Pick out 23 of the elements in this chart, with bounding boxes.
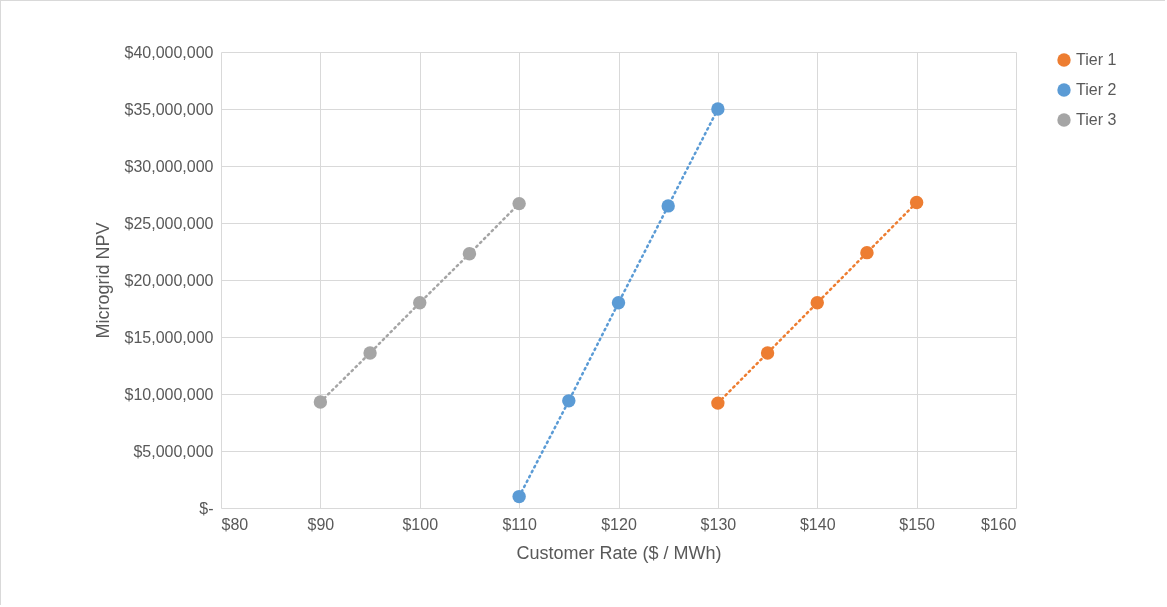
legend-label: Tier 1 — [1076, 51, 1117, 68]
x-tick-label: $160 — [980, 515, 1017, 533]
y-tick-label: $25,000,000 — [124, 214, 214, 232]
legend-label: Tier 2 — [1076, 81, 1117, 98]
x-tick-label: $80 — [221, 515, 249, 533]
legend-label: Tier 3 — [1076, 111, 1117, 128]
x-tick-label: $150 — [899, 515, 936, 533]
y-tick-label: $- — [199, 499, 214, 517]
y-tick-label: $10,000,000 — [124, 385, 214, 403]
y-tick-label: $20,000,000 — [124, 271, 214, 289]
x-tick-label: $90 — [307, 515, 335, 533]
x-tick-label: $100 — [402, 515, 439, 533]
y-tick-label: $15,000,000 — [124, 328, 214, 346]
x-tick-label: $140 — [799, 515, 836, 533]
x-tick-label: $110 — [502, 515, 537, 533]
y-axis-title: Microgrid NPV — [92, 222, 113, 339]
x-axis-title: Customer Rate ($ / MWh) — [516, 542, 722, 563]
y-tick-label: $35,000,000 — [124, 100, 214, 118]
x-tick-label: $120 — [601, 515, 637, 533]
y-tick-label: $30,000,000 — [124, 157, 214, 175]
y-tick-label: $40,000,000 — [124, 43, 214, 61]
y-tick-label: $5,000,000 — [133, 442, 214, 460]
x-tick-label: $130 — [700, 515, 737, 533]
